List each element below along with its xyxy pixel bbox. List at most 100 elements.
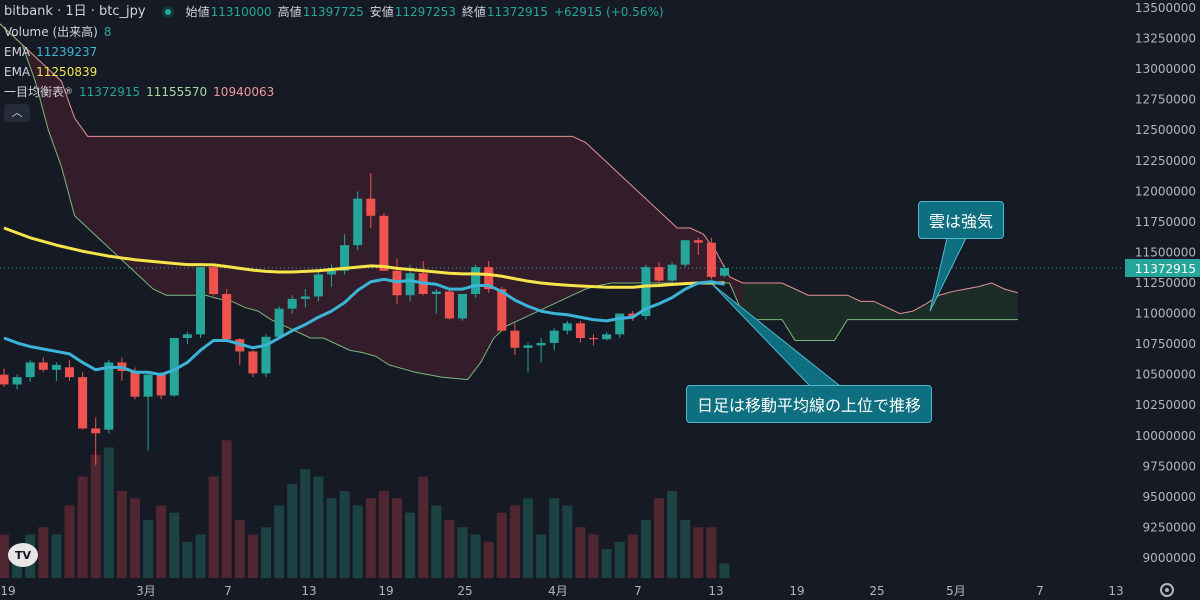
- x-tick-label: 19: [789, 584, 804, 598]
- price-callout: 日足は移動平均線の上位で推移: [686, 385, 933, 423]
- volume-bar: [352, 505, 363, 578]
- volume-bar: [509, 505, 520, 578]
- symbol-title[interactable]: bitbank · 1日 · btc_jpy: [4, 4, 146, 19]
- candle-body: [497, 289, 507, 331]
- candle-body: [562, 323, 572, 331]
- ohlc-row: bitbank · 1日 · btc_jpy 始値 11310000 高値 1139…: [4, 2, 664, 22]
- candle-body: [91, 428, 101, 434]
- x-tick-label: 4月: [548, 584, 568, 598]
- volume-bar: [378, 491, 389, 578]
- volume-label: Volume (出来高): [4, 25, 98, 39]
- volume-bar: [326, 498, 337, 578]
- ema-fast-legend[interactable]: EMA 11239237: [4, 42, 664, 62]
- cloud-upper-line: [0, 23, 1018, 315]
- chart-header: bitbank · 1日 · btc_jpy 始値 11310000 高値 1139…: [4, 2, 664, 122]
- candle-body: [589, 338, 598, 340]
- volume-bar: [588, 534, 599, 578]
- y-tick-label: 9250000: [1143, 520, 1196, 534]
- volume-bar: [483, 541, 494, 578]
- candle-body: [667, 264, 677, 281]
- volume-bar: [130, 498, 140, 578]
- volume-bar: [51, 534, 62, 578]
- close-label: 終値: [461, 5, 486, 19]
- candle-body: [156, 374, 166, 396]
- volume-bar: [523, 498, 533, 578]
- candle-body: [458, 294, 467, 319]
- volume-bar: [562, 505, 573, 578]
- candle-body: [431, 291, 441, 294]
- candle-body: [379, 215, 389, 271]
- low-label: 安値: [369, 5, 394, 19]
- y-tick-label: 10000000: [1135, 429, 1196, 443]
- volume-bar: [457, 527, 468, 578]
- volume-bar: [169, 512, 180, 578]
- x-tick-label: 25: [869, 584, 884, 598]
- ichimoku-legend[interactable]: 一目均衡表 ® 11372915 11155570 10940063: [4, 82, 664, 102]
- market-status-icon[interactable]: [161, 6, 174, 18]
- volume-bar: [116, 491, 127, 578]
- candle-body: [143, 374, 153, 397]
- candle-body: [444, 291, 454, 319]
- candle-body: [628, 313, 638, 316]
- candle-body: [130, 371, 140, 397]
- candle-body: [536, 342, 546, 346]
- ichimoku-label: 一目均衡表: [4, 85, 65, 99]
- candle-body: [222, 294, 232, 340]
- candle-body: [169, 338, 179, 396]
- volume-legend[interactable]: Volume (出来高) 8: [4, 22, 664, 42]
- candle-body: [706, 242, 716, 277]
- change-value: +62915 (+0.56%): [553, 5, 664, 19]
- volume-value: 8: [103, 25, 112, 39]
- volume-bar: [640, 520, 651, 578]
- volume-bar: [234, 520, 245, 578]
- ema-slow-legend[interactable]: EMA 11250839: [4, 62, 664, 82]
- last-price-label: 11372915: [1135, 262, 1196, 276]
- ichimoku-value-1: 11372915: [79, 85, 141, 99]
- volume-bar: [680, 520, 691, 578]
- candle-body: [327, 270, 336, 275]
- y-tick-label: 11250000: [1135, 276, 1196, 290]
- ema-fast-label: EMA: [4, 45, 31, 59]
- ichimoku-value-2: 11155570: [146, 85, 208, 99]
- cloud-callout: 雲は強気: [918, 201, 1005, 239]
- y-tick-label: 9500000: [1143, 490, 1196, 504]
- volume-bar: [261, 527, 271, 578]
- volume-bar: [365, 498, 376, 578]
- volume-bar: [143, 520, 154, 578]
- candle-body: [641, 267, 651, 316]
- volume-bar: [208, 476, 219, 578]
- volume-bar: [300, 469, 311, 578]
- volume-bar: [313, 476, 324, 578]
- y-tick-label: 13250000: [1135, 32, 1196, 46]
- y-tick-label: 11000000: [1135, 307, 1196, 321]
- volume-bar: [575, 527, 586, 578]
- volume-bar: [38, 527, 49, 578]
- candle-body: [340, 245, 350, 271]
- volume-bar: [418, 476, 429, 578]
- source-icon: ®: [64, 87, 74, 97]
- y-tick-label: 10750000: [1135, 337, 1196, 351]
- collapse-legend-button[interactable]: ︿: [4, 104, 30, 122]
- y-tick-label: 11750000: [1135, 215, 1196, 229]
- x-tick-label: 7: [1036, 584, 1044, 598]
- open-value: 11310000: [210, 5, 272, 19]
- candle-body: [523, 345, 533, 348]
- candle-body: [65, 367, 74, 378]
- candle-body: [720, 267, 729, 276]
- y-tick-label: 12750000: [1135, 93, 1196, 107]
- tradingview-logo[interactable]: TV: [8, 543, 38, 567]
- volume-bar: [64, 505, 75, 578]
- last-price-tag: [1125, 258, 1200, 277]
- volume-bar: [431, 505, 442, 578]
- volume-bar: [405, 512, 416, 578]
- candle-body: [182, 334, 192, 338]
- volume-bar: [156, 505, 167, 578]
- y-tick-label: 9750000: [1143, 459, 1196, 473]
- ichimoku-cloud-bull: [742, 283, 1018, 341]
- volume-bar: [221, 440, 232, 578]
- settings-gear-icon[interactable]: [1160, 583, 1174, 597]
- chevron-up-icon: ︿: [11, 106, 23, 119]
- volume-bar: [719, 563, 730, 578]
- candle-body: [484, 267, 494, 290]
